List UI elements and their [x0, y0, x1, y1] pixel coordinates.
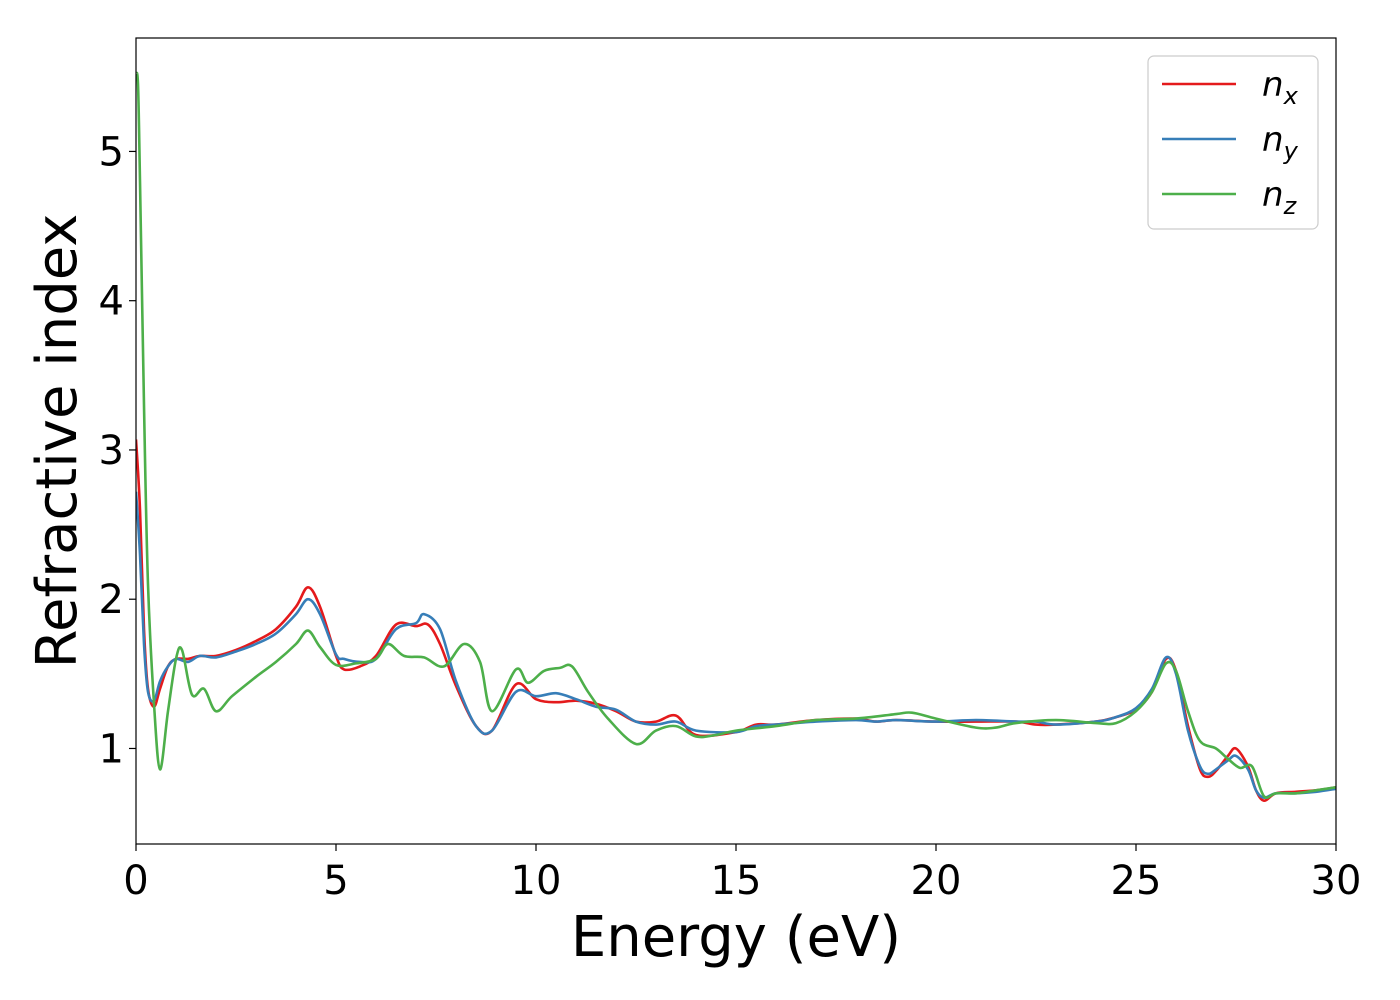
plot-frame — [135, 37, 1337, 845]
legend-label-nz-sub: z — [1283, 192, 1298, 220]
y-tick-label: 2 — [99, 577, 124, 623]
x-axis-label: Energy (eV) — [571, 905, 901, 970]
legend-label-nx: nx — [1262, 65, 1299, 110]
legend-label-ny-base: n — [1262, 120, 1284, 160]
legend-label-nz: nz — [1262, 175, 1298, 220]
x-axis-ticks: 0 5 10 15 20 25 30 — [123, 844, 1361, 904]
y-axis-ticks: 1 2 3 4 5 — [99, 129, 136, 772]
series-line-nx — [136, 439, 1336, 802]
plot-series — [136, 71, 1336, 802]
x-tick-label: 25 — [1111, 858, 1162, 904]
legend-label-nx-sub: x — [1283, 82, 1299, 110]
legend: nx ny nz — [1147, 55, 1319, 230]
y-tick-label: 4 — [99, 279, 124, 325]
x-tick-label: 30 — [1311, 858, 1362, 904]
legend-label-nz-base: n — [1262, 175, 1284, 215]
x-tick-label: 0 — [123, 858, 148, 904]
x-tick-label: 5 — [323, 858, 348, 904]
x-tick-label: 15 — [711, 858, 762, 904]
series-line-nz — [136, 71, 1336, 799]
y-tick-label: 5 — [99, 129, 124, 175]
x-tick-label: 10 — [511, 858, 562, 904]
legend-frame — [1147, 55, 1319, 230]
legend-label-nx-base: n — [1262, 65, 1284, 105]
series-line-ny — [136, 491, 1336, 800]
y-tick-label: 3 — [99, 428, 124, 474]
legend-label-ny: ny — [1262, 120, 1299, 165]
legend-label-ny-sub: y — [1283, 137, 1299, 165]
x-tick-label: 20 — [911, 858, 962, 904]
y-tick-label: 1 — [99, 726, 124, 772]
y-axis-label: Refractive index — [25, 214, 90, 669]
